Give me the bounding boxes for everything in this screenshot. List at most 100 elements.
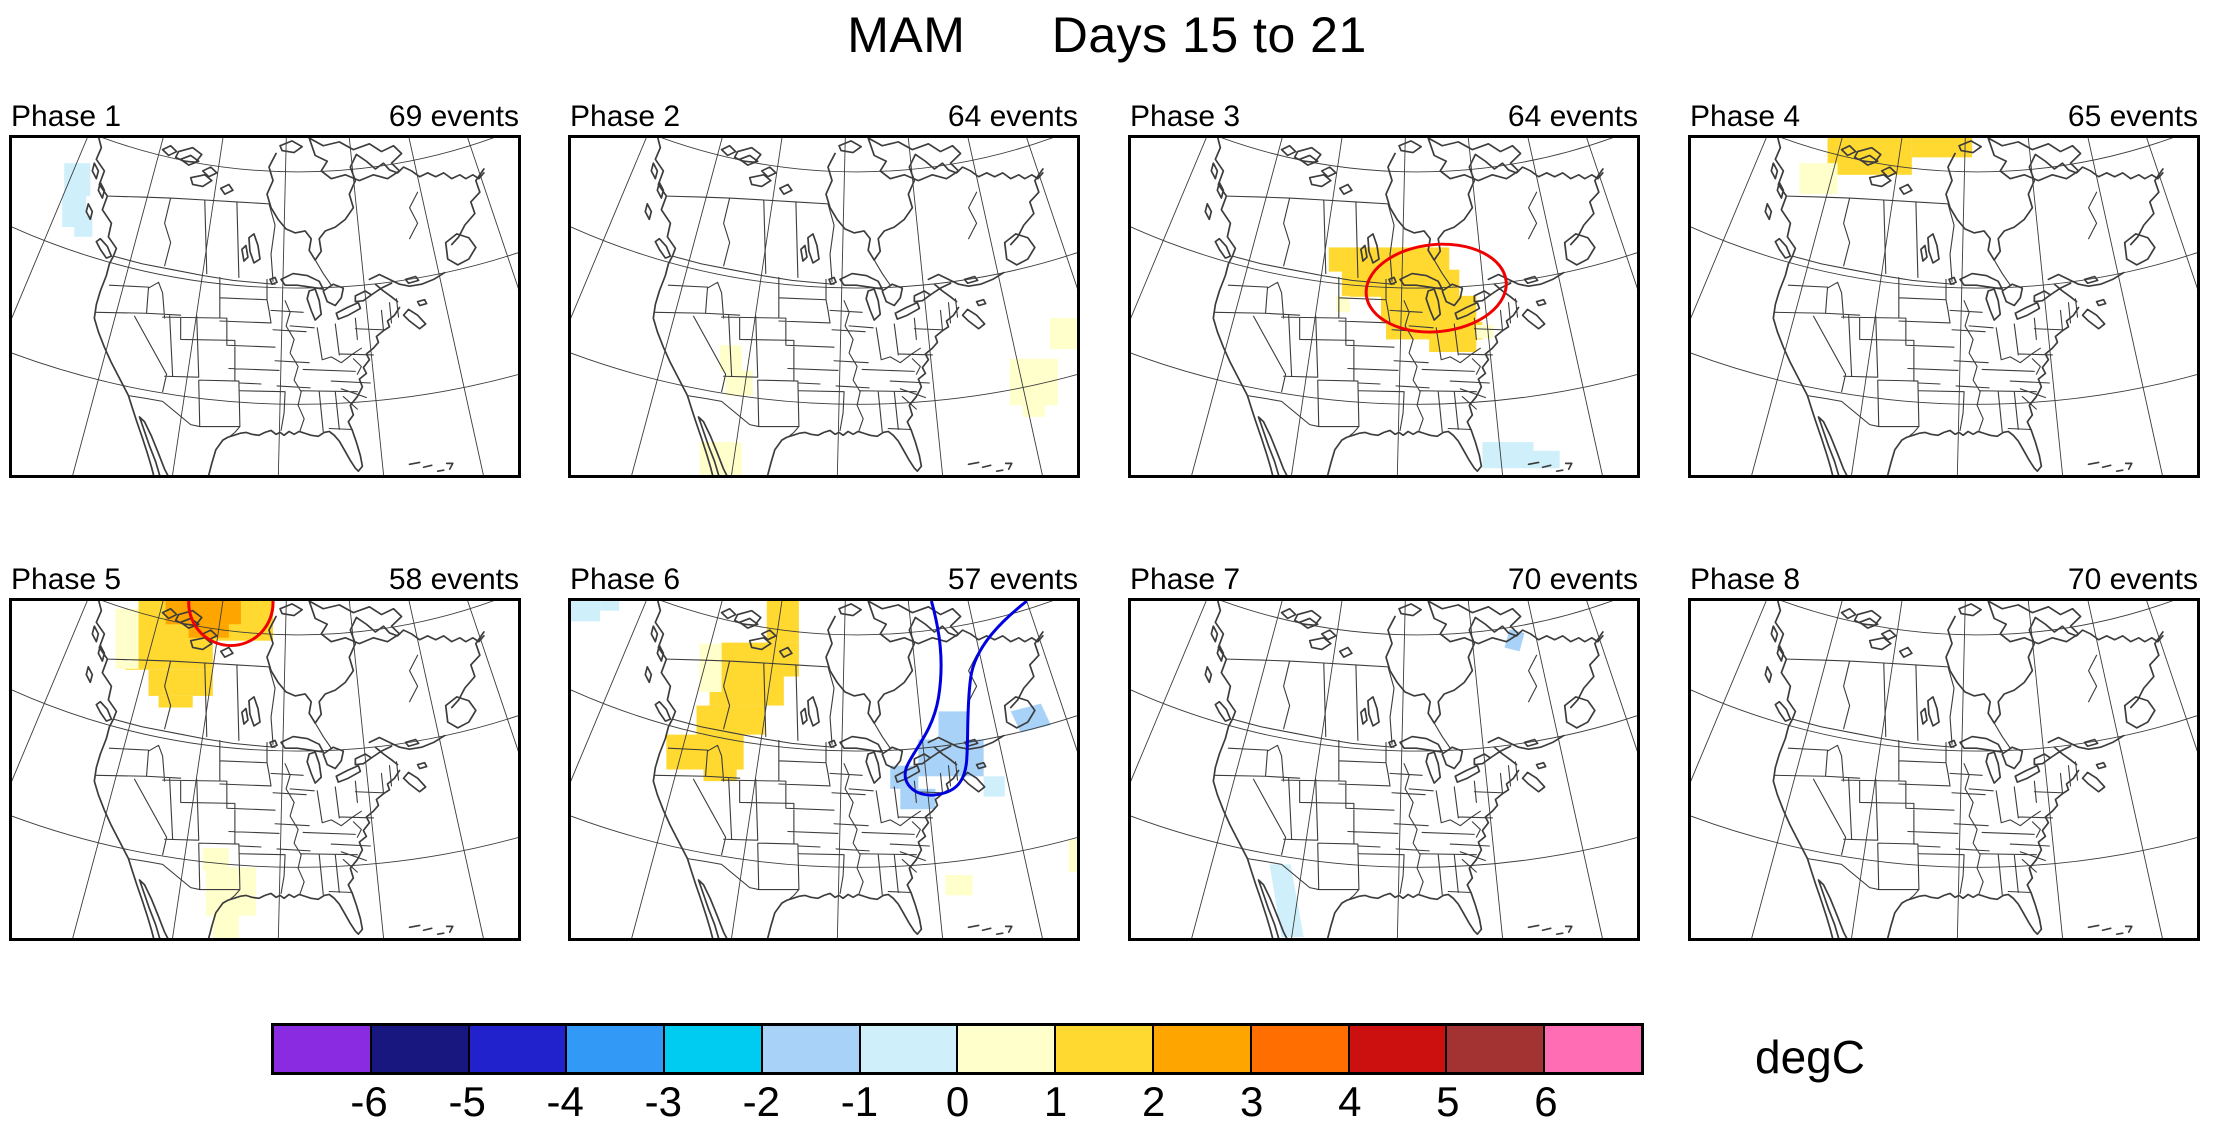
colorbar-tick: 2 bbox=[1141, 1078, 1166, 1125]
colorbar-tick: -6 bbox=[350, 1078, 388, 1125]
events-count: 65 events bbox=[2067, 100, 2198, 133]
colorbar-segment bbox=[1445, 1026, 1544, 1072]
panel-header: Phase 7 70 events bbox=[1128, 563, 1640, 597]
significance-contour-red bbox=[1364, 242, 1508, 334]
significance-contour-blue bbox=[903, 601, 1028, 797]
anomaly-patch bbox=[666, 734, 744, 770]
colorbar-ticks: -6 -5 -4 -3 -2 -1 0 1 2 3 4 5 6 bbox=[271, 1078, 1644, 1125]
phase-label: Phase 8 bbox=[1690, 563, 1801, 596]
panel-header: Phase 4 65 events bbox=[1688, 100, 2200, 134]
anomaly-patch bbox=[600, 601, 620, 611]
colorbar-segment bbox=[1249, 1026, 1348, 1072]
map-phase-4 bbox=[1688, 135, 2200, 478]
map-phase-6 bbox=[568, 598, 1080, 941]
anomaly-patch bbox=[64, 163, 91, 197]
map-phase-5 bbox=[9, 598, 521, 941]
colorbar-segment bbox=[663, 1026, 761, 1072]
phase-label: Phase 2 bbox=[570, 100, 681, 133]
anomaly-patch bbox=[983, 776, 1005, 797]
anomaly-patch bbox=[696, 705, 765, 735]
colorbar-segment bbox=[858, 1026, 957, 1072]
events-count: 58 events bbox=[388, 563, 519, 596]
anomaly-patch bbox=[1068, 839, 1077, 873]
colorbar-segment bbox=[1347, 1026, 1446, 1072]
anomaly-patch bbox=[709, 676, 784, 706]
significance-contour-red bbox=[187, 601, 275, 647]
anomaly-patch bbox=[148, 669, 213, 696]
anomaly-patch bbox=[1476, 324, 1494, 339]
phase-label: Phase 3 bbox=[1130, 100, 1241, 133]
anomaly-patch bbox=[699, 442, 742, 475]
anomaly-patch bbox=[699, 643, 722, 693]
anomaly-patch bbox=[212, 913, 239, 938]
colorbar-segment bbox=[274, 1026, 370, 1072]
colorbar-tick: 6 bbox=[1534, 1078, 1558, 1125]
colorbar-tick: 3 bbox=[1240, 1078, 1264, 1125]
colorbar-unit-label: degC bbox=[1755, 1031, 1865, 1083]
colorbar-segment bbox=[565, 1026, 664, 1072]
events-count: 64 events bbox=[1507, 100, 1638, 133]
colorbar-segment bbox=[1054, 1026, 1153, 1072]
anomaly-patch bbox=[74, 215, 93, 237]
colorbar-tick: -1 bbox=[840, 1078, 879, 1125]
panel-header: Phase 3 64 events bbox=[1128, 100, 1640, 134]
anomaly-patch bbox=[725, 370, 753, 396]
anomaly-patch bbox=[1269, 864, 1304, 938]
colorbar bbox=[271, 1023, 1644, 1075]
anomaly-patch bbox=[938, 711, 968, 740]
anomaly-patch bbox=[1429, 329, 1477, 353]
anomaly-patch bbox=[1911, 138, 1973, 158]
anomaly-patch bbox=[205, 867, 256, 916]
anomaly-patch bbox=[1504, 629, 1525, 652]
phase-label: Phase 5 bbox=[11, 563, 122, 596]
anomaly-patch bbox=[202, 847, 229, 871]
anomaly-patch bbox=[1482, 442, 1534, 469]
map-phase-8 bbox=[1688, 598, 2200, 941]
colorbar-tick: -2 bbox=[742, 1078, 781, 1125]
anomaly-patch bbox=[766, 601, 799, 643]
panel-header: Phase 8 70 events bbox=[1688, 563, 2200, 597]
anomaly-patch bbox=[703, 769, 737, 782]
colorbar-segment bbox=[467, 1026, 566, 1072]
events-count: 70 events bbox=[1507, 563, 1638, 596]
colorbar-tick: 0 bbox=[945, 1078, 970, 1125]
anomaly-patch bbox=[571, 601, 601, 622]
map-phase-2 bbox=[568, 135, 1080, 478]
phase-label: Phase 6 bbox=[570, 563, 681, 596]
panel-header: Phase 2 64 events bbox=[568, 100, 1080, 134]
colorbar-tick: -3 bbox=[644, 1078, 682, 1125]
map-phase-7 bbox=[1128, 598, 1640, 941]
anomaly-patch bbox=[1009, 358, 1058, 406]
anomaly-patch bbox=[1022, 403, 1045, 417]
map-phase-1 bbox=[9, 135, 521, 478]
events-count: 57 events bbox=[947, 563, 1078, 596]
anomaly-patch bbox=[1531, 450, 1560, 469]
colorbar-segment bbox=[369, 1026, 468, 1072]
events-count: 64 events bbox=[947, 100, 1078, 133]
phase-label: Phase 7 bbox=[1130, 563, 1241, 596]
phase-label: Phase 4 bbox=[1690, 100, 1801, 133]
colorbar-segment bbox=[1543, 1026, 1641, 1072]
anomaly-patch bbox=[158, 695, 193, 708]
colorbar-segment bbox=[956, 1026, 1055, 1072]
figure-title: MAM Days 15 to 21 bbox=[847, 7, 1367, 63]
events-count: 70 events bbox=[2067, 563, 2198, 596]
anomaly-patch bbox=[1049, 318, 1077, 350]
colorbar-tick: 4 bbox=[1338, 1078, 1362, 1125]
anomaly-patch bbox=[115, 608, 139, 669]
anomaly-patch bbox=[1341, 269, 1460, 297]
anomaly-patch bbox=[945, 875, 973, 896]
colorbar-segment bbox=[760, 1026, 859, 1072]
colorbar-tick: -4 bbox=[546, 1078, 584, 1125]
panel-header: Phase 5 58 events bbox=[9, 563, 521, 597]
colorbar-tick: 1 bbox=[1043, 1078, 1068, 1125]
panel-header: Phase 6 57 events bbox=[568, 563, 1080, 597]
events-count: 69 events bbox=[388, 100, 519, 133]
anomaly-patch bbox=[1799, 163, 1838, 195]
panel-header: Phase 1 69 events bbox=[9, 100, 521, 134]
colorbar-tick: 5 bbox=[1436, 1078, 1460, 1125]
map-phase-3 bbox=[1128, 135, 1640, 478]
phase-label: Phase 1 bbox=[11, 100, 122, 133]
colorbar-segment bbox=[1152, 1026, 1250, 1072]
colorbar-tick: -5 bbox=[448, 1078, 486, 1125]
